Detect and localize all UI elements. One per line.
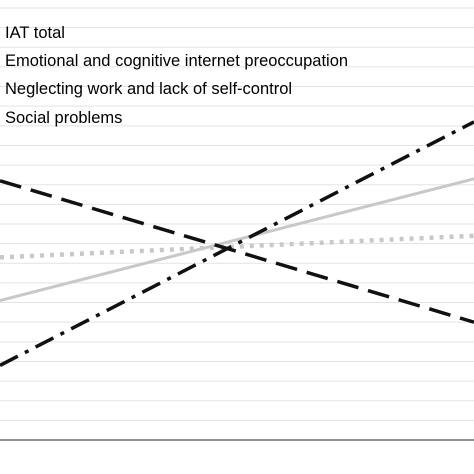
series-line-2 <box>0 179 474 324</box>
series-line-0 <box>0 177 474 303</box>
series-lines <box>0 120 474 367</box>
legend: IAT total Emotional and cognitive intern… <box>5 24 348 127</box>
legend-label-neglecting-work: Neglecting work and lack of self-control <box>5 80 292 98</box>
legend-label-preoccupation: Emotional and cognitive internet preoccu… <box>5 52 348 70</box>
series-line-3 <box>0 120 474 367</box>
legend-label-social-problems: Social problems <box>5 109 122 127</box>
legend-label-iat-total: IAT total <box>5 24 65 42</box>
